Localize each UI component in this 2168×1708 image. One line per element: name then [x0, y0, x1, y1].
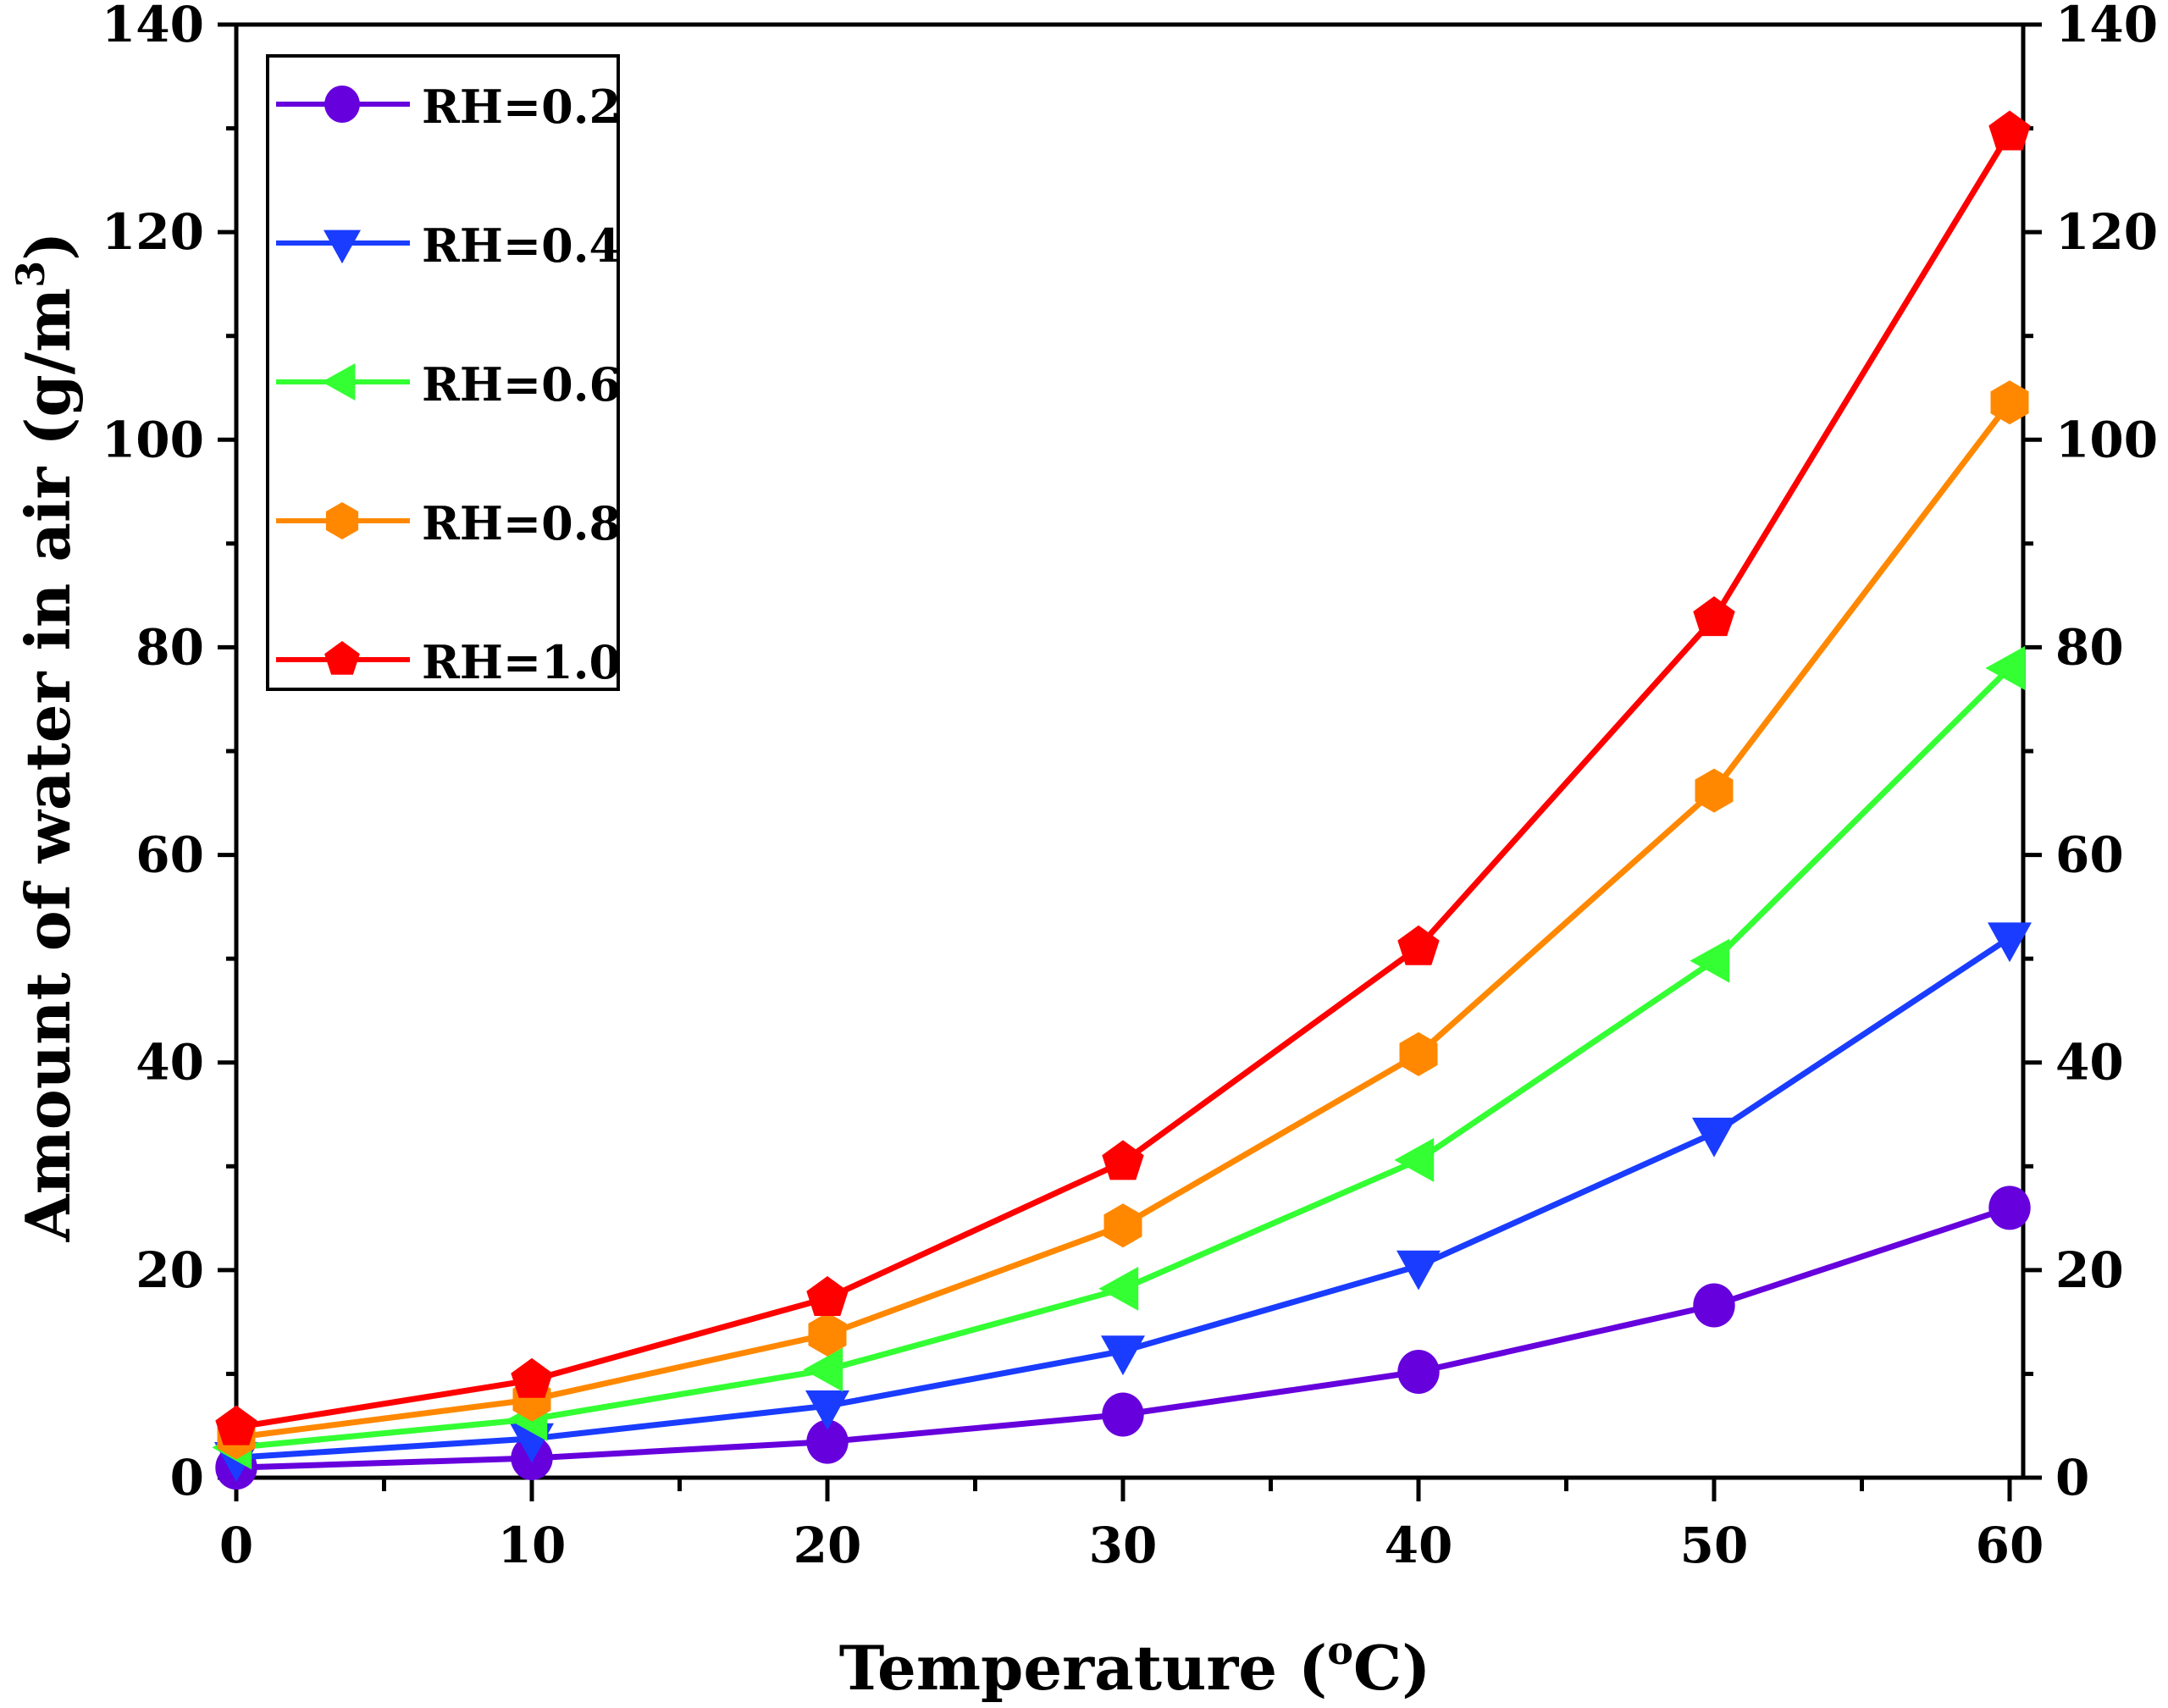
data-point — [215, 1405, 257, 1445]
data-point — [1098, 1266, 1139, 1311]
y-axis-title-superscript: 3 — [8, 261, 53, 288]
data-point — [1102, 1140, 1144, 1180]
legend-marker-triangle-down-icon — [324, 229, 361, 264]
data-point — [1399, 1031, 1438, 1076]
legend-marker-triangle-left-icon — [321, 363, 356, 401]
data-point — [806, 1419, 849, 1464]
legend-item: RH=0.8 — [276, 496, 621, 550]
x-tick-label: 10 — [498, 1517, 567, 1574]
legend-label: RH=1.0 — [422, 635, 621, 689]
x-tick-label: 30 — [1089, 1517, 1158, 1574]
data-point — [1397, 925, 1440, 965]
data-point — [1693, 1283, 1735, 1328]
legend-item: RH=0.6 — [276, 357, 621, 412]
data-point — [1990, 380, 2029, 425]
y-tick-label-right: 0 — [2055, 1449, 2089, 1506]
data-point — [1397, 1349, 1440, 1394]
x-axis-title-superscript: o — [1327, 1628, 1353, 1673]
legend-marker-pentagon-icon — [324, 641, 360, 675]
y-tick-label-right: 120 — [2055, 203, 2158, 261]
data-point — [1690, 938, 1730, 983]
y-tick-label-left: 40 — [136, 1034, 204, 1092]
data-point — [803, 1347, 843, 1392]
legend-item: RH=0.2 — [276, 80, 621, 134]
data-point — [1101, 1335, 1145, 1376]
y-tick-label-right: 40 — [2055, 1034, 2124, 1092]
y-tick-label-right: 60 — [2055, 826, 2124, 884]
series-rh-1-0 — [215, 110, 2031, 1445]
y-tick-label-left: 60 — [136, 826, 204, 884]
data-point — [1988, 110, 2031, 151]
x-tick-label: 50 — [1680, 1517, 1749, 1574]
series-rh-0-4 — [214, 922, 2032, 1482]
data-point — [1693, 596, 1735, 637]
data-point — [1102, 1392, 1144, 1437]
series-layer — [212, 110, 2032, 1490]
y-tick-label-left: 80 — [136, 618, 204, 676]
y-tick-label-right: 140 — [2055, 0, 2158, 53]
y-tick-label-right: 100 — [2055, 411, 2158, 468]
data-point — [1396, 1250, 1441, 1291]
data-point — [806, 1276, 849, 1316]
x-tick-label: 60 — [1976, 1517, 2044, 1574]
x-tick-label: 20 — [794, 1517, 862, 1574]
x-axis-title: Temperature (oC) — [839, 1628, 1431, 1704]
y-tick-label-left: 0 — [170, 1449, 204, 1506]
series-line — [235, 666, 2012, 1451]
y-tick-label-left: 20 — [136, 1241, 204, 1299]
data-point — [1988, 1186, 2031, 1230]
legend: RH=0.2 RH=0.4 RH=0.6 RH=0.8 RH=1.0 — [266, 54, 621, 691]
data-point — [1394, 1137, 1435, 1182]
legend-marker-hexagon-icon — [325, 502, 359, 539]
y-tick-label-left: 140 — [102, 0, 204, 53]
x-tick-label: 40 — [1385, 1517, 1453, 1574]
y-tick-label-right: 20 — [2055, 1241, 2124, 1299]
data-point — [511, 1357, 553, 1398]
legend-label: RH=0.6 — [422, 357, 621, 412]
legend-label: RH=0.4 — [422, 218, 621, 273]
data-point — [1695, 768, 1734, 813]
data-point — [1692, 1117, 1736, 1158]
legend-box — [266, 54, 620, 691]
data-point — [1985, 645, 2026, 690]
data-point — [805, 1390, 849, 1430]
legend-label: RH=0.8 — [422, 496, 621, 550]
y-axis-title: Amount of water in air (g/m3) — [8, 232, 84, 1243]
y-tick-label-left: 120 — [102, 203, 204, 261]
data-point — [808, 1312, 847, 1357]
y-tick-label-right: 80 — [2055, 618, 2124, 676]
legend-item: RH=0.4 — [276, 218, 621, 273]
data-point — [1988, 922, 2032, 963]
legend-item: RH=1.0 — [276, 635, 621, 689]
x-tick-label: 0 — [219, 1517, 253, 1574]
data-point — [1103, 1203, 1142, 1248]
legend-label: RH=0.2 — [422, 80, 621, 134]
y-tick-label-left: 100 — [102, 411, 204, 468]
series-line — [235, 935, 2011, 1461]
legend-marker-circle-icon — [324, 86, 360, 123]
